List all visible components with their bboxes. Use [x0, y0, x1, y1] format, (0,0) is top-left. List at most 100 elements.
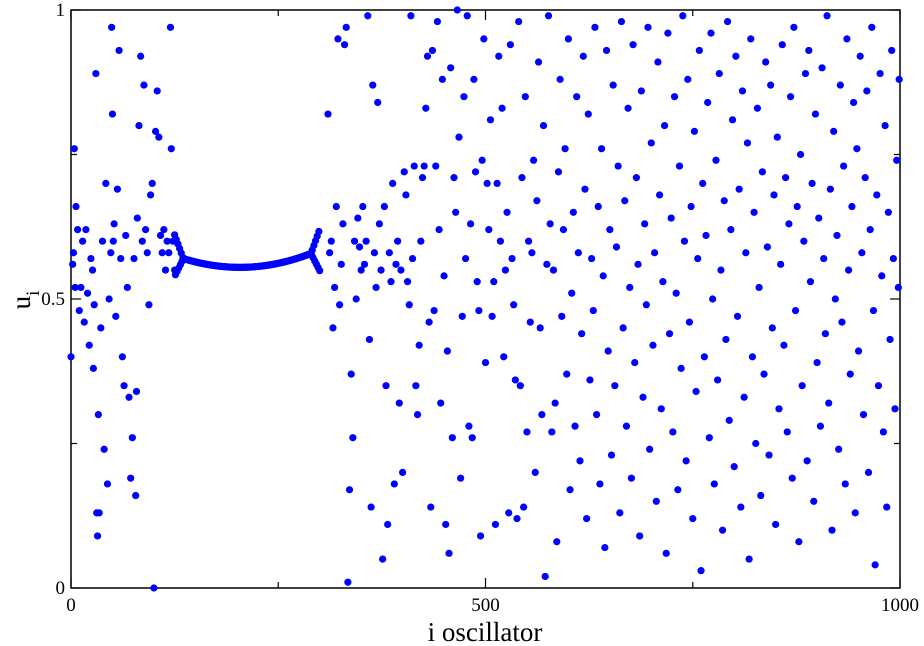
- data-point: [573, 93, 581, 101]
- data-point: [453, 6, 461, 14]
- data-point: [125, 393, 133, 401]
- data-point: [83, 289, 92, 297]
- data-point: [326, 249, 334, 257]
- data-point: [90, 301, 98, 309]
- data-point: [331, 283, 339, 292]
- data-point: [667, 214, 675, 222]
- data-point: [400, 168, 408, 176]
- data-point: [132, 491, 140, 500]
- data-point: [395, 399, 403, 407]
- data-point: [405, 301, 413, 309]
- data-point: [349, 434, 357, 442]
- data-point: [851, 509, 859, 517]
- data-point: [161, 266, 170, 274]
- data-point: [151, 127, 160, 135]
- data-point: [372, 283, 380, 292]
- x-tick-label: 0: [66, 595, 76, 616]
- data-point: [158, 249, 166, 257]
- data-point: [795, 538, 803, 546]
- data-point: [830, 127, 838, 135]
- data-point: [659, 278, 667, 286]
- data-point: [153, 87, 161, 95]
- data-point: [455, 133, 463, 141]
- data-point: [513, 515, 521, 523]
- data-point: [710, 480, 718, 488]
- data-point: [702, 231, 710, 240]
- data-point: [622, 422, 631, 430]
- data-point: [621, 197, 629, 205]
- data-point: [538, 411, 546, 419]
- data-point: [536, 324, 544, 332]
- data-point: [805, 46, 813, 55]
- data-point: [838, 318, 846, 326]
- data-point: [790, 23, 798, 31]
- data-point: [394, 237, 402, 245]
- data-point: [813, 358, 821, 367]
- data-point: [808, 179, 816, 187]
- data-point: [165, 249, 173, 257]
- data-point: [354, 214, 362, 222]
- data-point: [399, 468, 407, 476]
- data-point: [553, 538, 561, 546]
- data-point: [67, 353, 75, 361]
- data-point: [77, 283, 85, 292]
- data-point: [120, 382, 128, 390]
- data-point: [672, 289, 680, 297]
- data-point: [893, 156, 901, 164]
- data-point: [604, 347, 612, 355]
- data-point: [70, 145, 78, 153]
- data-point: [113, 185, 122, 193]
- data-point: [549, 266, 558, 274]
- data-point: [163, 237, 171, 245]
- data-point: [861, 174, 869, 182]
- data-point: [657, 405, 665, 413]
- data-point: [150, 584, 158, 592]
- data-point: [662, 549, 670, 557]
- data-point: [410, 162, 418, 170]
- data-point: [448, 434, 456, 442]
- data-point: [763, 243, 771, 251]
- y-axis-label: ui: [6, 291, 44, 310]
- data-point: [690, 127, 699, 135]
- data-point: [863, 87, 871, 95]
- data-point: [160, 226, 168, 234]
- data-point: [564, 35, 573, 43]
- data-point: [89, 364, 97, 372]
- data-point: [579, 52, 587, 60]
- data-point: [747, 35, 755, 43]
- data-point: [506, 41, 514, 49]
- data-point: [704, 98, 712, 107]
- data-point: [846, 370, 854, 378]
- data-point: [785, 220, 793, 228]
- data-point: [523, 428, 531, 436]
- data-point: [687, 202, 695, 211]
- data-point: [576, 457, 584, 465]
- y-tick-label: 1: [56, 0, 66, 21]
- data-point: [360, 260, 369, 268]
- data-point: [450, 174, 458, 182]
- data-point: [733, 312, 742, 320]
- data-point: [433, 17, 442, 26]
- data-point: [342, 23, 350, 31]
- data-point: [445, 549, 453, 557]
- data-point: [677, 364, 685, 372]
- x-axis-label: i oscillator: [428, 617, 543, 646]
- data-point: [166, 23, 175, 31]
- data-point: [496, 237, 505, 245]
- data-point: [821, 330, 829, 338]
- data-point: [894, 283, 902, 292]
- data-point: [329, 324, 337, 332]
- data-point: [520, 503, 528, 511]
- data-point: [392, 260, 400, 268]
- data-point: [118, 353, 126, 361]
- data-point: [728, 116, 737, 124]
- data-point: [798, 382, 806, 390]
- data-point: [883, 503, 891, 511]
- data-point: [518, 174, 526, 182]
- data-point: [866, 226, 874, 234]
- data-point: [796, 150, 805, 159]
- data-point: [884, 208, 892, 216]
- data-point: [714, 376, 722, 384]
- data-point: [873, 191, 881, 199]
- data-point: [641, 220, 649, 228]
